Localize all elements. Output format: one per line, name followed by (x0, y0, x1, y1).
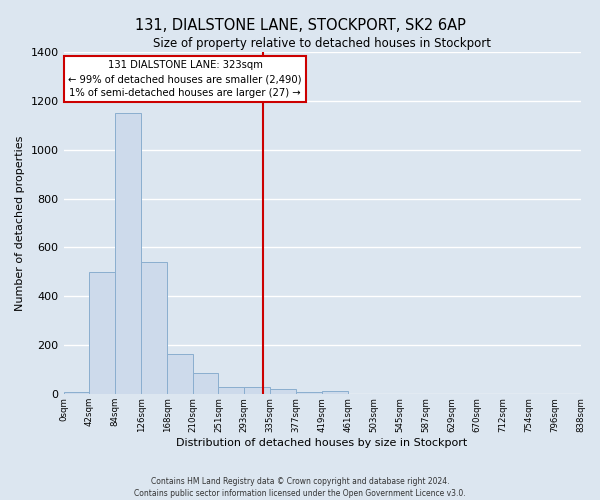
Bar (270, 389, 296, 394)
Y-axis label: Number of detached properties: Number of detached properties (15, 136, 25, 310)
Bar (193, 374, 218, 394)
Bar (218, 388, 244, 394)
Text: Contains HM Land Registry data © Crown copyright and database right 2024.
Contai: Contains HM Land Registry data © Crown c… (134, 476, 466, 498)
Text: 131, DIALSTONE LANE, STOCKPORT, SK2 6AP: 131, DIALSTONE LANE, STOCKPORT, SK2 6AP (134, 18, 466, 32)
Bar (89, 272, 115, 394)
Bar (244, 388, 270, 394)
Bar (141, 262, 167, 394)
Bar (322, 392, 348, 394)
X-axis label: Distribution of detached houses by size in Stockport: Distribution of detached houses by size … (176, 438, 467, 448)
Bar (115, 113, 141, 394)
Bar (167, 354, 193, 395)
Bar (64, 392, 89, 394)
Text: 131 DIALSTONE LANE: 323sqm
← 99% of detached houses are smaller (2,490)
1% of se: 131 DIALSTONE LANE: 323sqm ← 99% of deta… (68, 60, 302, 98)
Title: Size of property relative to detached houses in Stockport: Size of property relative to detached ho… (153, 38, 491, 51)
Bar (296, 392, 322, 394)
